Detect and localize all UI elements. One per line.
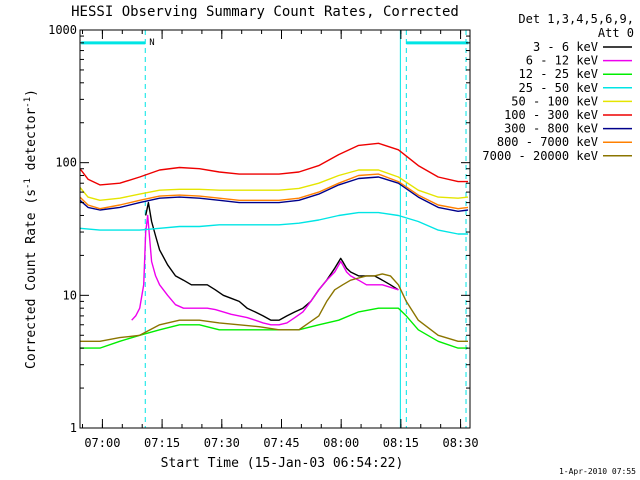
legend-item-label: 100 - 300 keV bbox=[504, 108, 598, 122]
legend-header-line: Det 1,3,4,5,6,9, bbox=[518, 12, 634, 26]
y-axis-label-part: ) bbox=[24, 89, 39, 97]
x-axis-label: Start Time (15-Jan-03 06:54:22) bbox=[161, 456, 404, 471]
marker-letter: N bbox=[149, 38, 154, 48]
legend-item-label: 800 - 7000 keV bbox=[497, 135, 598, 149]
footer-date: 1-Apr-2010 07:55 bbox=[559, 467, 636, 476]
x-tick-label: 08:15 bbox=[383, 436, 419, 450]
x-tick-label: 07:30 bbox=[204, 436, 240, 450]
x-tick-label: 07:00 bbox=[84, 436, 120, 450]
axis-layer: 1 10 100 1000 07:00 07:15 07:30 07:45 08:00 08:15… bbox=[48, 23, 479, 450]
chart-title: HESSI Observing Summary Count Rates, Cor… bbox=[71, 4, 459, 20]
series-line bbox=[79, 211, 468, 235]
y-axis-label-part: Corrected Count Rate (s bbox=[24, 189, 39, 369]
legend-item-label: 7000 - 20000 keV bbox=[482, 149, 598, 163]
y-axis-label: Corrected Count Rate (s-1 detector-1) bbox=[23, 89, 39, 369]
legend-item-label: 12 - 25 keV bbox=[519, 67, 598, 81]
series-line bbox=[80, 273, 468, 342]
series-line bbox=[131, 214, 399, 326]
x-tick-label: 08:30 bbox=[443, 436, 479, 450]
legend-item-label: 50 - 100 keV bbox=[511, 94, 598, 108]
y-tick-label: 1 bbox=[70, 421, 77, 435]
legend-item-label: 6 - 12 keV bbox=[526, 54, 598, 68]
series-line bbox=[79, 169, 469, 201]
marks-layer: N bbox=[79, 30, 469, 428]
y-tick-label: 100 bbox=[55, 156, 77, 170]
series-line bbox=[79, 142, 468, 186]
y-axis-label-part: detector bbox=[24, 108, 39, 179]
y-axis-label-sup: -1 bbox=[23, 178, 33, 189]
y-tick-label: 1000 bbox=[48, 23, 77, 37]
x-tick-label: 07:15 bbox=[144, 436, 180, 450]
legend-item-label: 3 - 6 keV bbox=[533, 40, 598, 54]
series-line bbox=[79, 173, 469, 210]
series-line bbox=[79, 176, 469, 212]
x-tick-label: 08:00 bbox=[323, 436, 359, 450]
legend-item-label: 300 - 800 keV bbox=[504, 122, 598, 136]
x-tick-label: 07:45 bbox=[263, 436, 299, 450]
y-tick-label: 10 bbox=[63, 288, 77, 302]
y-axis-label-sup: -1 bbox=[23, 97, 33, 108]
series-line bbox=[145, 201, 399, 321]
legend-header-line: Att 0 bbox=[598, 26, 634, 40]
plot-frame bbox=[79, 29, 471, 429]
legend-item-label: 25 - 50 keV bbox=[519, 81, 598, 95]
